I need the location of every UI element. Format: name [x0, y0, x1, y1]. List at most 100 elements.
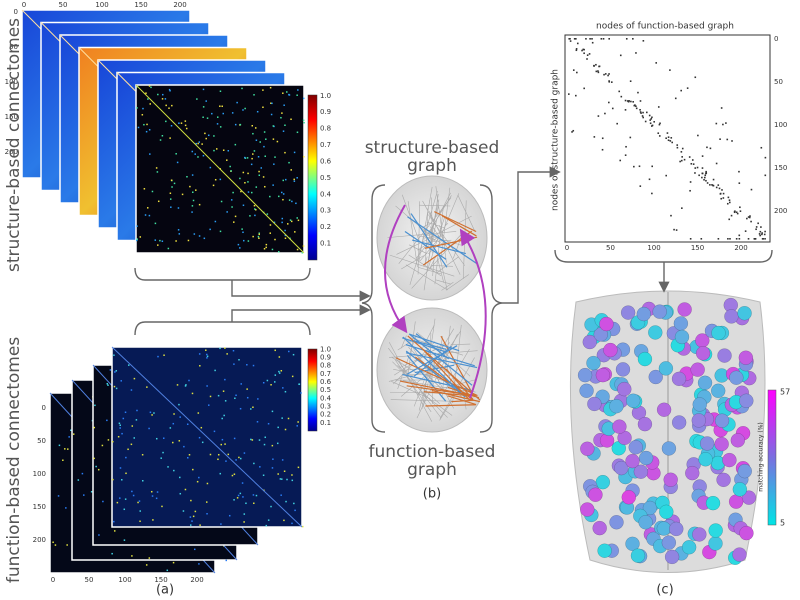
edge: [406, 345, 458, 375]
matrix-cell: [186, 423, 189, 426]
matrix-cell: [226, 211, 228, 213]
match-dot: [639, 108, 641, 111]
node-sphere: [656, 402, 672, 417]
panel-b: [376, 175, 488, 433]
match-dot: [691, 159, 694, 161]
colorbar-tick-label: 0.1: [320, 419, 331, 427]
matching-arrow: [459, 228, 487, 399]
matrix-cell: [271, 248, 274, 251]
function-title: function-based connectomes: [4, 337, 24, 583]
matrix-cell: [213, 135, 215, 137]
matrix-cell: [217, 394, 220, 397]
matrix-cell: [225, 559, 228, 562]
match-dot: [701, 172, 704, 175]
matrix-cell: [233, 437, 236, 440]
matrix-cell: [67, 448, 69, 450]
matrix-cell: [274, 381, 276, 383]
matrix-cell: [250, 408, 252, 410]
matrix-cell: [206, 482, 209, 485]
matrix-cell: [250, 191, 253, 194]
edge: [436, 256, 459, 274]
matrix-cell: [198, 235, 201, 237]
match-dot: [608, 73, 610, 75]
node-sphere: [625, 453, 640, 469]
edge: [423, 193, 439, 291]
matrix-cell: [214, 369, 216, 372]
node-sphere: [681, 540, 697, 555]
match-dot: [722, 197, 725, 199]
matrix-cell: [293, 180, 296, 182]
matrix-cell: [149, 411, 152, 414]
matrix-cell: [113, 385, 116, 388]
matrix-cell: [283, 104, 285, 106]
matrix-cell: [182, 510, 185, 512]
match-dot: [697, 134, 699, 137]
node-sphere: [597, 543, 612, 558]
match-dot: [681, 207, 683, 209]
node-sphere: [674, 329, 690, 345]
panel-a: 0000505050501001001001001501501501502002…: [5, 1, 332, 584]
match-dot: [747, 238, 750, 240]
match-dot: [635, 107, 638, 110]
matrix-cell: [179, 416, 181, 418]
matrix-cell: [231, 112, 234, 114]
matrix-cell: [164, 98, 167, 100]
matrix-cell: [246, 364, 248, 366]
matrix-cell: [98, 534, 100, 536]
node-sphere: [612, 419, 627, 434]
match-dot: [589, 38, 591, 40]
matrix-cell: [219, 126, 222, 128]
matrix-cell: [205, 349, 207, 351]
match-dot: [585, 38, 587, 40]
match-dot: [705, 170, 707, 173]
match-dot: [674, 97, 677, 100]
matrix-cell: [271, 102, 273, 105]
matrix-cell: [281, 217, 284, 220]
node-sphere: [737, 305, 752, 321]
match-dot: [759, 234, 761, 237]
x-tick-label: 150: [134, 1, 147, 9]
match-dot: [717, 184, 720, 186]
matrix-cell: [264, 185, 266, 188]
matrix-cell: [227, 150, 230, 152]
matrix-cell: [139, 510, 141, 512]
structure-graph-line1: structure-based: [365, 138, 500, 158]
matrix-cell: [115, 387, 118, 390]
matrix-cell: [303, 121, 305, 124]
matrix-cell: [270, 505, 272, 508]
match-dot: [709, 184, 711, 186]
node-sphere: [663, 472, 678, 487]
matrix-cell: [194, 153, 196, 155]
colorbar-max: 57: [780, 388, 790, 397]
node-sphere: [609, 515, 624, 530]
structure-graph-line2: graph: [407, 156, 457, 176]
match-dot: [764, 238, 766, 240]
match-dot: [604, 73, 607, 75]
matrix-cell: [171, 186, 173, 188]
match-dot: [610, 81, 613, 83]
node-sphere: [711, 325, 726, 341]
matrix-cell: [148, 557, 151, 559]
matrix-cell: [272, 184, 274, 186]
node-sphere: [705, 495, 721, 511]
matrix-cell: [242, 109, 244, 111]
node-sphere: [739, 525, 754, 541]
matrix-cell: [121, 479, 123, 481]
match-dot: [619, 54, 622, 57]
matrix-cell: [251, 157, 253, 160]
matrix-cell: [221, 438, 224, 441]
node-sphere: [717, 348, 732, 363]
matrix-cell: [239, 177, 241, 180]
match-dot: [679, 160, 681, 163]
matrix-cell: [83, 494, 85, 496]
match-dot: [727, 238, 729, 240]
matrix-cell: [206, 355, 209, 358]
matrix-cell: [135, 419, 138, 421]
matrix-cell: [136, 238, 138, 240]
edge: [412, 340, 447, 350]
match-dot: [689, 238, 692, 240]
matrix-cell: [193, 548, 196, 551]
matrix-cell: [239, 492, 242, 495]
y-axis-label: nodes of structure-based graph: [551, 69, 561, 211]
colorbar: [307, 348, 318, 432]
